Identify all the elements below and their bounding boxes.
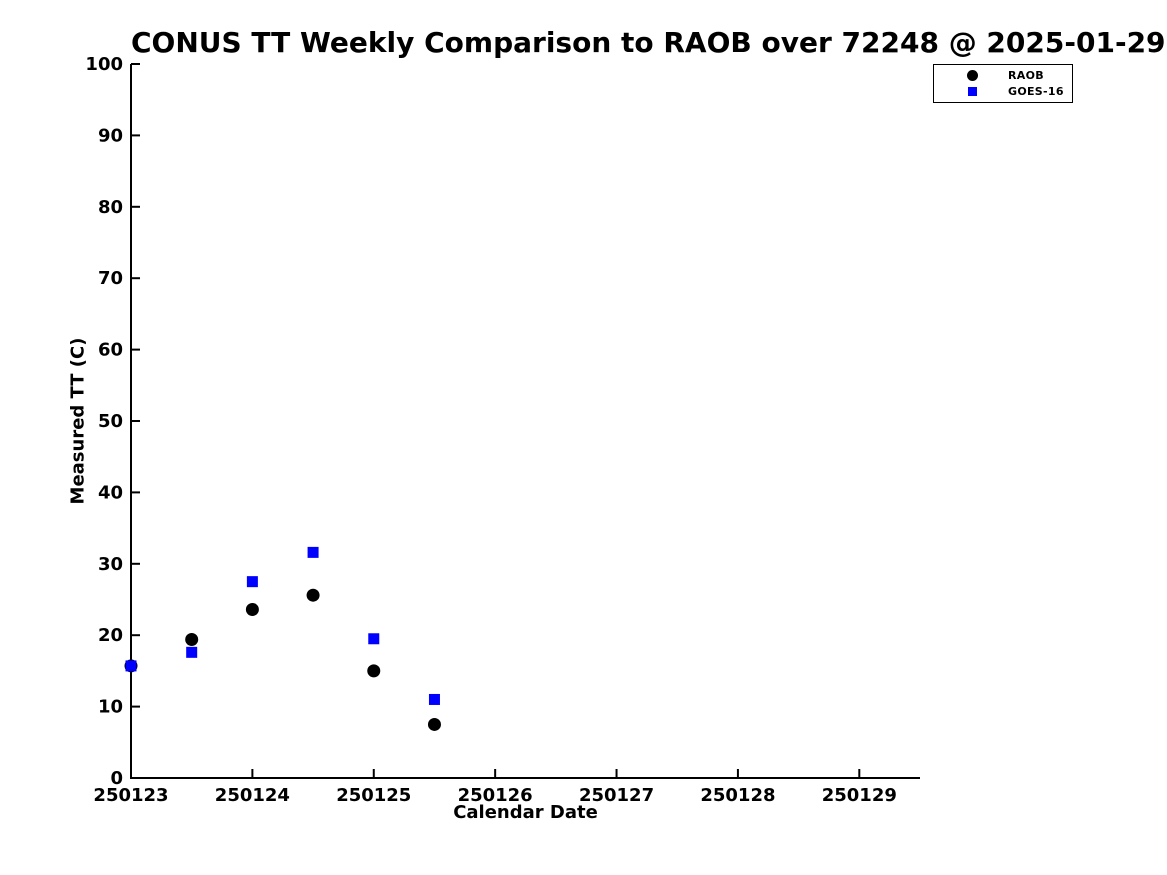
x-tick-label: 250123 bbox=[93, 785, 168, 806]
legend-swatch-raob bbox=[942, 69, 1002, 81]
y-tick-label: 80 bbox=[98, 197, 123, 218]
y-tick-label: 60 bbox=[98, 340, 123, 361]
legend-swatch-goes16 bbox=[942, 87, 1002, 97]
goes16-point bbox=[428, 693, 440, 705]
x-tick-label: 250124 bbox=[215, 785, 290, 806]
x-axis-label: Calendar Date bbox=[453, 802, 598, 823]
y-tick-label: 0 bbox=[110, 768, 123, 789]
x-tick-label: 250127 bbox=[579, 785, 654, 806]
raob-point bbox=[185, 632, 199, 646]
goes16-point bbox=[307, 546, 319, 558]
goes16-square-marker-icon bbox=[967, 87, 977, 97]
y-tick-label: 50 bbox=[98, 411, 123, 432]
x-tick-label: 250125 bbox=[336, 785, 411, 806]
y-tick-label: 90 bbox=[98, 125, 123, 146]
legend-label-goes16: GOES-16 bbox=[1008, 85, 1064, 99]
goes16-point bbox=[186, 646, 198, 658]
x-tick-label: 250128 bbox=[700, 785, 775, 806]
x-tick-label: 250126 bbox=[458, 785, 533, 806]
raob-point bbox=[367, 664, 381, 678]
raob-point bbox=[245, 602, 259, 616]
y-tick-label: 10 bbox=[98, 697, 123, 718]
raob-point bbox=[306, 588, 320, 602]
raob-point bbox=[427, 717, 441, 731]
goes16-point bbox=[246, 576, 258, 588]
y-tick-label: 100 bbox=[85, 54, 123, 75]
legend-label-raob: RAOB bbox=[1008, 68, 1044, 82]
legend-item-goes16: GOES-16 bbox=[934, 84, 1072, 100]
y-tick-label: 70 bbox=[98, 268, 123, 289]
x-tick-label: 250129 bbox=[822, 785, 897, 806]
y-tick-label: 40 bbox=[98, 482, 123, 503]
raob-circle-marker-icon bbox=[966, 69, 978, 81]
y-tick-label: 30 bbox=[98, 554, 123, 575]
goes16-point bbox=[368, 633, 380, 645]
goes16-point bbox=[125, 660, 137, 672]
legend: RAOB GOES-16 bbox=[933, 64, 1073, 103]
y-tick-label: 20 bbox=[98, 625, 123, 646]
legend-item-raob: RAOB bbox=[934, 67, 1072, 83]
